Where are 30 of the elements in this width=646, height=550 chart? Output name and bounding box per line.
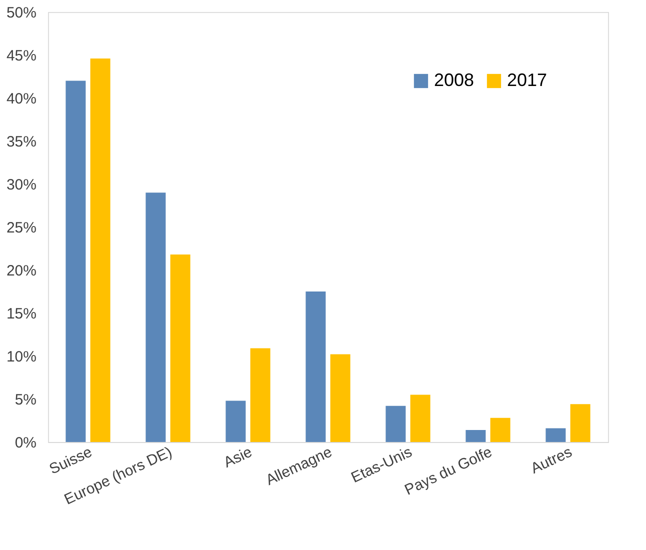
y-tick-label: 45% <box>6 48 36 64</box>
x-tick-label: Asie <box>221 444 255 472</box>
bar <box>170 254 190 442</box>
bar <box>90 58 110 442</box>
bar <box>386 406 406 442</box>
x-tick-label: Autres <box>528 444 575 478</box>
y-tick-label: 15% <box>6 306 36 322</box>
y-tick-label: 50% <box>6 4 36 22</box>
y-tick-label: 35% <box>6 134 36 150</box>
x-tick-label: Suisse <box>46 444 95 478</box>
y-tick-label: 0% <box>14 434 36 452</box>
bar <box>490 418 510 442</box>
bar <box>466 430 486 442</box>
bar <box>570 404 590 442</box>
bar <box>330 354 350 442</box>
bar <box>226 400 246 442</box>
bar <box>250 348 270 442</box>
bar <box>146 192 166 442</box>
legend-label: 2008 <box>434 70 474 90</box>
y-tick-label: 20% <box>6 262 36 280</box>
legend-label: 2017 <box>507 70 548 90</box>
bar <box>546 428 566 442</box>
bar <box>66 80 86 442</box>
y-tick-label: 10% <box>6 348 36 366</box>
bar <box>410 394 430 442</box>
y-tick-label: 40% <box>6 90 36 108</box>
y-tick-label: 30% <box>6 176 36 194</box>
y-tick-label: 25% <box>6 220 36 236</box>
y-tick-label: 5% <box>14 392 36 408</box>
bar <box>306 292 326 442</box>
